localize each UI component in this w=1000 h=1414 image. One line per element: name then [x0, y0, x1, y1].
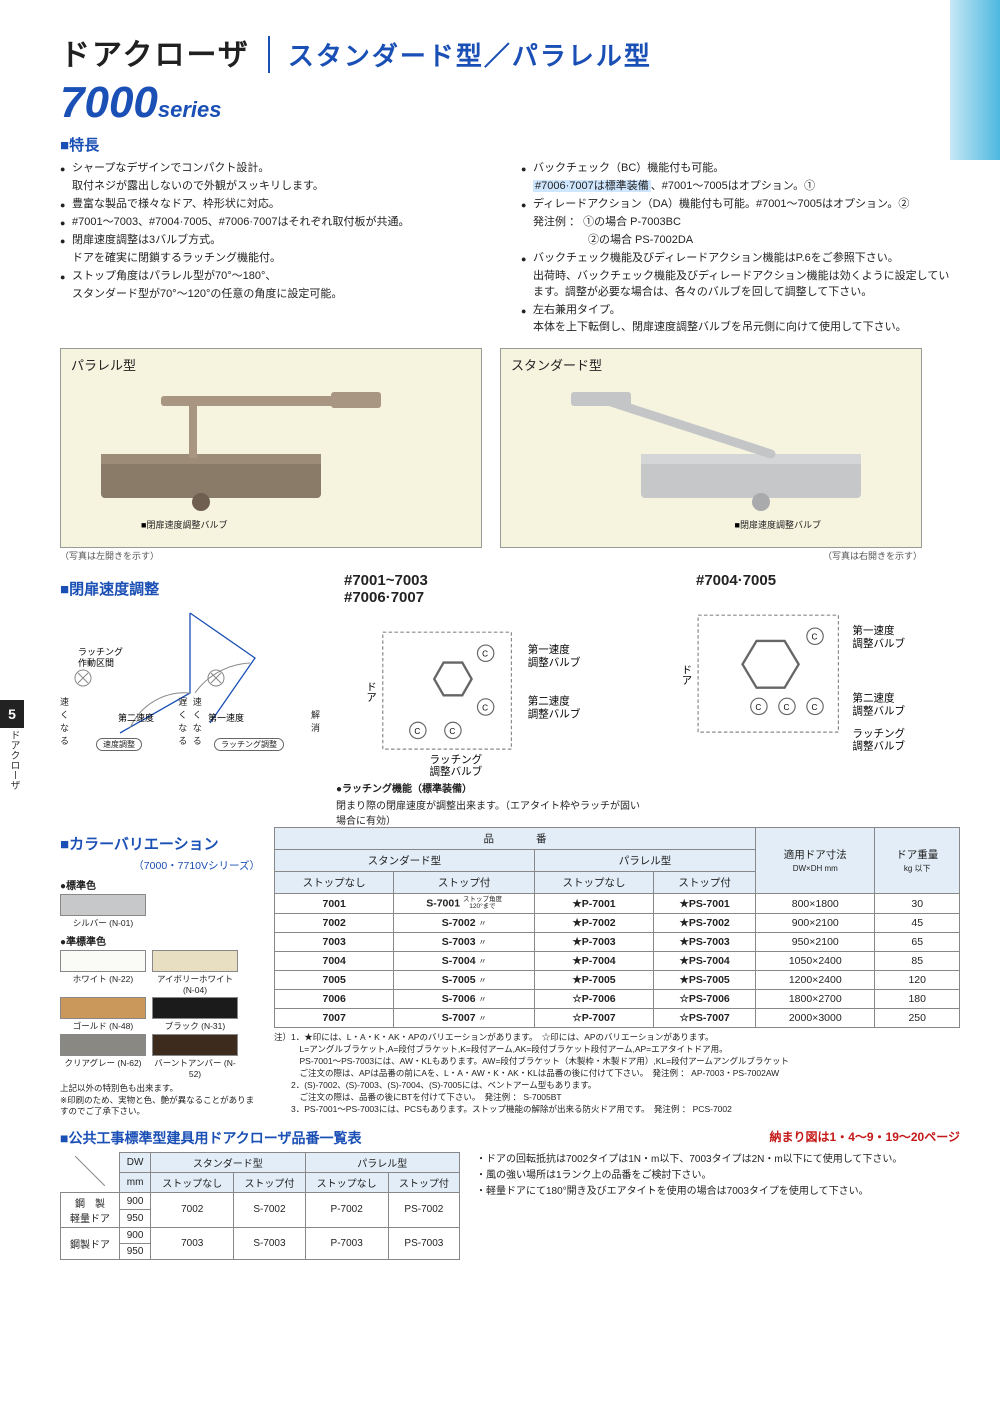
color-sub: （7000・7710Vシリーズ）: [60, 858, 260, 873]
diag2-title: #7004·7005: [696, 572, 960, 589]
svg-text:C: C: [482, 650, 488, 659]
feature-item: 取付ネジが露出しないので外観がスッキリします。: [60, 179, 499, 195]
svg-text:C: C: [414, 727, 420, 736]
table-footnotes: 注）1．★印には、L・A・K・AK・APのバリエーションがあります。 ☆印には、…: [274, 1032, 960, 1115]
svg-text:ラッチング: ラッチング: [430, 754, 483, 767]
feature-item: ストップ角度はパラレル型が70°〜180°、: [60, 269, 499, 285]
svg-text:ラッチング: ラッチング: [852, 727, 905, 740]
svg-text:調整バルブ: 調整バルブ: [528, 708, 581, 721]
public-works-table: DW スタンダード型 パラレル型 mmストップなしストップ付ストップなしストップ…: [60, 1152, 460, 1260]
svg-text:C: C: [812, 633, 818, 642]
svg-text:作動区間: 作動区間: [78, 657, 114, 668]
feature-item: ディレードアクション（DA）機能付も可能。#7001〜7005はオプション。②: [521, 197, 960, 213]
feature-item: シャープなデザインでコンパクト設計。: [60, 161, 499, 177]
svg-text:第二速度: 第二速度: [528, 695, 571, 708]
decorative-cyan: [950, 0, 1000, 160]
color-swatch: ゴールド (N-48): [60, 997, 146, 1032]
svg-text:C: C: [812, 703, 818, 712]
table-row: 7007S-7007 〃☆P-7007☆PS-70072000×3000250: [275, 1009, 960, 1028]
table-row: 7002S-7002 〃★P-7002★PS-7002900×210045: [275, 914, 960, 933]
feature-item: 豊富な製品で様々なドア、枠形状に対応。: [60, 197, 499, 213]
svg-text:C: C: [449, 727, 455, 736]
svg-text:C: C: [755, 703, 761, 712]
parallel-image: パラレル型 ■閉扉速度調整バルブ: [60, 348, 482, 548]
svg-text:第一速度: 第一速度: [852, 624, 895, 637]
table-row: 7003S-7003 〃★P-7003★PS-7003950×210065: [275, 933, 960, 952]
svg-text:調整バルブ: 調整バルブ: [852, 740, 905, 753]
feature-item: 本体を上下転倒し、閉扉速度調整バルブを吊元側に向けて使用して下さい。: [521, 320, 960, 336]
main-spec-table: 品 番 適用ドア寸法DW×DH mm ドア重量kg 以下 スタンダード型パラレル…: [274, 827, 960, 1028]
parallel-caption: （写真は左開きを示す）: [60, 549, 482, 562]
diag1-title: #7001~7003 #7006·7007: [344, 572, 640, 606]
svg-text:第一速度: 第一速度: [528, 644, 571, 657]
page-number: 5: [0, 700, 24, 728]
features-heading: 特長: [60, 134, 960, 155]
svg-text:C: C: [482, 704, 488, 713]
valve-diagram-1: C C C C ドア 第一速度調整バルブ 第二速度調整バルブ ラッチング調整バル…: [336, 608, 640, 778]
svg-text:調整バルブ: 調整バルブ: [852, 637, 905, 650]
series-number: 7000series: [60, 78, 960, 128]
svg-text:C: C: [783, 703, 789, 712]
color-swatch: ホワイト (N-22): [60, 950, 146, 995]
feature-item: 発注例 ： ①の場合 P-7003BC: [521, 215, 960, 231]
feature-item: 出荷時、バックチェック機能及びディレードアクション機能は効くように設定しています…: [521, 269, 960, 301]
svg-text:ドア: ドア: [680, 665, 692, 686]
adjust-heading: 閉扉速度調整: [60, 578, 320, 599]
svg-text:ラッチング: ラッチング: [78, 646, 123, 657]
feature-item: スタンダード型が70°〜120°の任意の角度に設定可能。: [60, 287, 499, 303]
feature-item: ②の場合 PS-7002DA: [521, 233, 960, 249]
table-row: 7001S-7001 ストップ角度 120°まで★P-7001★PS-70018…: [275, 894, 960, 914]
color-swatch: シルバー (N-01): [60, 894, 146, 929]
svg-text:調整バルブ: 調整バルブ: [430, 765, 483, 778]
pub-heading: 公共工事標準型建具用ドアクローザ品番一覧表: [60, 1128, 362, 1148]
valve-diagram-2: C C C C ドア 第一速度調整バルブ 第二速度調整バルブ ラッチング調整バル…: [656, 591, 960, 761]
table-row: 7005S-7005 〃★P-7005★PS-70051200×2400120: [275, 971, 960, 990]
color-swatch: アイボリーホワイト (N-04): [152, 950, 238, 995]
svg-text:ドア: ドア: [365, 682, 377, 703]
svg-text:調整バルブ: 調整バルブ: [852, 705, 905, 718]
page-title: ドアクローザ: [60, 30, 250, 74]
standard-image: スタンダード型 ■閉扉速度調整バルブ: [500, 348, 922, 548]
pub-page-ref: 納まり図は1・4〜9・19〜20ページ: [770, 1128, 960, 1145]
table-row: 7004S-7004 〃★P-7004★PS-70041050×240085: [275, 952, 960, 971]
svg-text:調整バルブ: 調整バルブ: [528, 656, 581, 669]
feature-item: #7001〜7003、#7004·7005、#7006·7007はそれぞれ取付板…: [60, 215, 499, 231]
speed-adjust-diagram: ラッチング 作動区間 第二速度 第一速度 速度調整 ラッチング調整 速くなる 遅…: [60, 603, 320, 773]
feature-item: ドアを確実に閉鎖するラッチング機能付。: [60, 251, 499, 267]
page-subtitle: スタンダード型／パラレル型: [268, 36, 652, 73]
feature-item: バックチェック機能及びディレードアクション機能はP.6をご参照下さい。: [521, 251, 960, 267]
table-row: 7006S-7006 〃☆P-7006☆PS-70061800×2700180: [275, 990, 960, 1009]
color-note: 上記以外の特別色も出来ます。 ※印刷のため、実物と色、艶が異なることがありますの…: [60, 1083, 260, 1117]
color-heading: カラーバリエーション: [60, 833, 260, 854]
latch-note-body: 閉まり際の閉扉速度が調整出来ます。（エアタイト枠やラッチが固い場合に有効）: [336, 797, 640, 827]
feature-item: バックチェック（BC）機能付も可能。: [521, 161, 960, 177]
side-label: ドアクローザ: [6, 730, 21, 790]
feature-item: #7006·7007は標準装備、#7001〜7005はオプション。①: [521, 179, 960, 195]
color-swatch: ブラック (N-31): [152, 997, 238, 1032]
latch-note-h: ●ラッチング機能（標準装備）: [336, 780, 640, 795]
color-swatch: クリアグレー (N-62): [60, 1034, 146, 1079]
standard-caption: （写真は右開きを示す）: [500, 549, 922, 562]
feature-item: 左右兼用タイプ。: [521, 303, 960, 319]
color-swatch: バーントアンバー (N-52): [152, 1034, 238, 1079]
pub-notes: ドアの回転抵抗は7002タイプは1N・m以下、7003タイプは2N・m以下にて使…: [478, 1152, 960, 1260]
svg-text:第二速度: 第二速度: [852, 692, 895, 705]
feature-item: 閉扉速度調整は3バルブ方式。: [60, 233, 499, 249]
